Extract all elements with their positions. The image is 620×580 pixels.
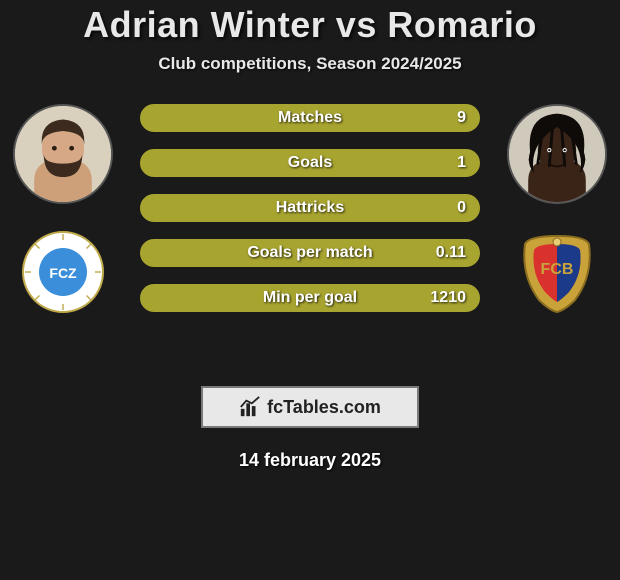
svg-text:FCB: FCB xyxy=(541,261,574,278)
footer-brand-text: fcTables.com xyxy=(267,397,381,418)
stat-bar: Matches 9 xyxy=(140,104,480,132)
stat-value-right: 1 xyxy=(457,154,466,172)
right-club-logo: FCB xyxy=(515,230,599,314)
subtitle: Club competitions, Season 2024/2025 xyxy=(0,54,620,74)
left-player-column: FCZ xyxy=(8,104,118,314)
svg-text:FCZ: FCZ xyxy=(49,265,77,281)
stat-bars: Matches 9 Goals 1 Hattricks 0 Goals per match 0… xyxy=(140,104,480,312)
footer-brand: fcTables.com xyxy=(201,386,419,428)
right-player-column: FCB xyxy=(502,104,612,314)
page-title: Adrian Winter vs Romario xyxy=(0,4,620,46)
left-club-logo: FCZ xyxy=(21,230,105,314)
stat-value-right: 0.11 xyxy=(436,244,466,262)
chart-icon xyxy=(239,396,261,418)
stat-bar: Hattricks 0 xyxy=(140,194,480,222)
stat-bar: Goals per match 0.11 xyxy=(140,239,480,267)
stat-value-right: 9 xyxy=(457,109,466,127)
stat-bar: Goals 1 xyxy=(140,149,480,177)
right-player-photo xyxy=(507,104,607,204)
stat-label: Goals xyxy=(288,154,332,172)
stat-label: Matches xyxy=(278,109,342,127)
stat-value-right: 0 xyxy=(457,199,466,217)
left-player-photo xyxy=(13,104,113,204)
stat-value-right: 1210 xyxy=(430,289,466,307)
stat-label: Goals per match xyxy=(247,244,372,262)
comparison-panel: FCZ xyxy=(0,104,620,364)
date: 14 february 2025 xyxy=(0,450,620,471)
stat-label: Min per goal xyxy=(263,289,357,307)
stat-label: Hattricks xyxy=(276,199,344,217)
stat-bar: Min per goal 1210 xyxy=(140,284,480,312)
